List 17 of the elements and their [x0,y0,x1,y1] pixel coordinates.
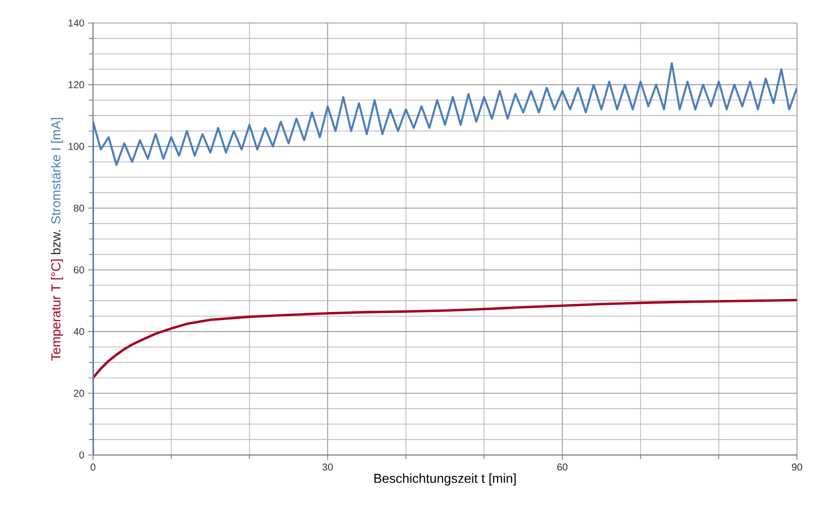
line-series [93,298,797,380]
x-tick-label: 0 [90,464,96,471]
text: Stromstärke I [mA] [50,118,64,224]
y-axis-title: bzw. [50,230,60,254]
y-tick-label: 80 [74,204,84,212]
y-tick-label: 40 [74,328,84,336]
x-axis-title: Beschichtungszeit t [min] [374,473,516,486]
y-tick-label: 20 [74,390,84,397]
y-tick-label: 60 [74,266,84,274]
x-tick-label: 30 [322,464,333,471]
y-tick-label: 120 [68,81,84,88]
y-tick-label: 140 [68,19,84,27]
x-tick-label: 90 [792,464,802,471]
x-tick-label: 60 [557,464,568,471]
text: Temperatur T [°C] [50,260,64,361]
y-tick-label: 100 [68,142,84,150]
y-tick-label: 0 [79,451,84,459]
